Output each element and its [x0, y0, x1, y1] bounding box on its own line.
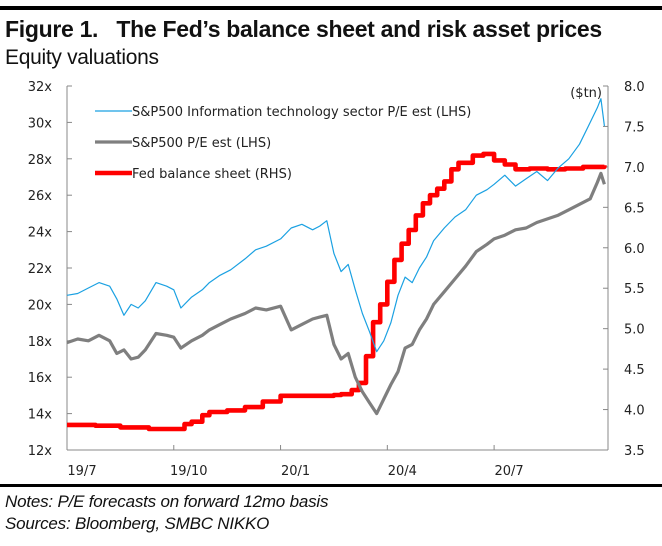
bottom-rule [0, 484, 662, 487]
x-tick-label: 19/10 [170, 464, 207, 479]
legend-item: Fed balance sheet (RHS) [95, 167, 292, 182]
right-y-tick-label: 7.5 [624, 120, 645, 135]
right-y-tick-label: 5.0 [624, 323, 645, 338]
right-y-tick-label: 4.5 [624, 363, 645, 378]
left-y-tick-label: 14x [28, 408, 53, 423]
notes-text: Notes: P/E forecasts on forward 12mo bas… [5, 492, 329, 511]
sources-text: Sources: Bloomberg, SMBC NIKKO [5, 514, 270, 533]
figure-subtitle: Equity valuations [5, 46, 159, 69]
x-ticks: 19/7 19/10 20/1 20/4 20/7 [67, 445, 524, 479]
left-y-tick-label: 12x [28, 444, 53, 459]
left-y-tick-label: 24x [28, 226, 53, 241]
legend: S&P500 Information technology sector P/E… [95, 105, 471, 182]
right-y-tick-label: 7.0 [624, 161, 645, 176]
left-y-ticks: 12x 14x 16x 18x 20x 22x 24x 26x 28x 30x 32x [28, 80, 72, 459]
series-line-it-sector-pe [66, 98, 605, 353]
series-line-fed-balance-sheet [67, 151, 607, 432]
legend-label: S&P500 P/E est (LHS) [132, 136, 271, 151]
left-y-tick-label: 28x [28, 153, 53, 168]
legend-item: S&P500 Information technology sector P/E… [95, 105, 471, 120]
series-group [66, 98, 607, 432]
series-line-sp500-pe [66, 171, 606, 416]
right-y-tick-label: 5.5 [624, 282, 645, 297]
left-y-tick-label: 20x [28, 298, 53, 313]
right-y-tick-label: 6.0 [624, 242, 645, 257]
left-y-tick-label: 22x [28, 262, 53, 277]
x-tick-label: 20/7 [495, 464, 524, 479]
x-tick-label: 19/7 [67, 464, 96, 479]
right-y-ticks: 3.5 4.0 4.5 5.0 5.5 6.0 6.5 7.0 7.5 8.0 [603, 80, 645, 459]
right-y-tick-label: 8.0 [624, 80, 645, 95]
right-y-tick-label: 6.5 [624, 201, 645, 216]
right-y-tick-label: 3.5 [624, 444, 645, 459]
x-tick-label: 20/1 [281, 464, 310, 479]
left-y-tick-label: 32x [28, 80, 53, 95]
left-y-tick-label: 30x [28, 116, 53, 131]
left-y-tick-label: 18x [28, 335, 53, 350]
x-tick-label: 20/4 [388, 464, 417, 479]
legend-item: S&P500 P/E est (LHS) [95, 136, 271, 151]
left-y-tick-label: 26x [28, 189, 53, 204]
right-y-tick-label: 4.0 [624, 404, 645, 419]
legend-label: S&P500 Information technology sector P/E… [132, 105, 471, 120]
figure-title: Figure 1. The Fed’s balance sheet and ri… [5, 16, 602, 42]
left-y-tick-label: 16x [28, 371, 53, 386]
legend-label: Fed balance sheet (RHS) [132, 167, 292, 182]
right-axis-unit-label: ($tn) [570, 86, 602, 101]
top-rule [0, 6, 662, 10]
